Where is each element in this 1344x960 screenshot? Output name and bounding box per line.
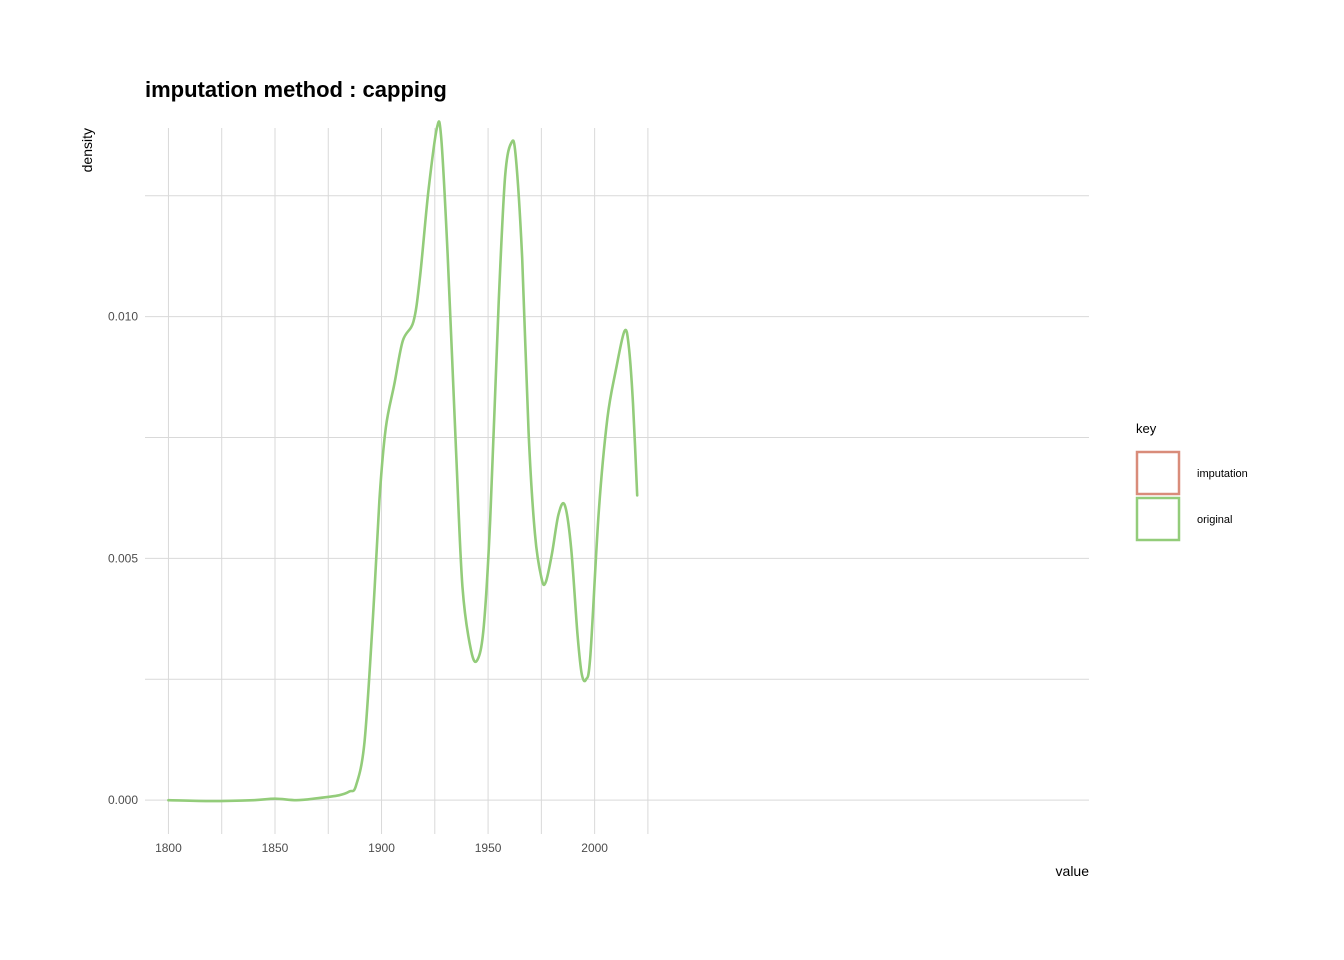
legend-label-imputation: imputation (1197, 468, 1248, 480)
y-axis-title: density (79, 128, 95, 172)
grid-layer (145, 128, 1089, 834)
y-tick-label: 0.005 (108, 551, 138, 565)
x-tick-label: 1850 (262, 841, 289, 855)
line-layer (167, 120, 639, 803)
y-tick-label: 0.010 (108, 310, 138, 324)
x-axis-title: value (1056, 863, 1090, 879)
x-tick-label: 2000 (581, 841, 608, 855)
tick-layer: 1800 1850 1900 1950 2000 0.000 0.005 0.010 (108, 310, 608, 855)
series-line-original (167, 120, 639, 803)
legend-key-imputation (1135, 450, 1181, 496)
x-tick-label: 1950 (475, 841, 502, 855)
chart-title: imputation method : capping (145, 77, 447, 102)
legend-key-original (1135, 496, 1181, 542)
legend-title: key (1136, 421, 1157, 436)
x-tick-label: 1900 (368, 841, 395, 855)
x-tick-label: 1800 (155, 841, 182, 855)
y-tick-label: 0.000 (108, 793, 138, 807)
legend: key imputation original (1135, 421, 1248, 542)
legend-label-original: original (1197, 514, 1232, 526)
legend-entries: imputation original (1135, 450, 1248, 542)
